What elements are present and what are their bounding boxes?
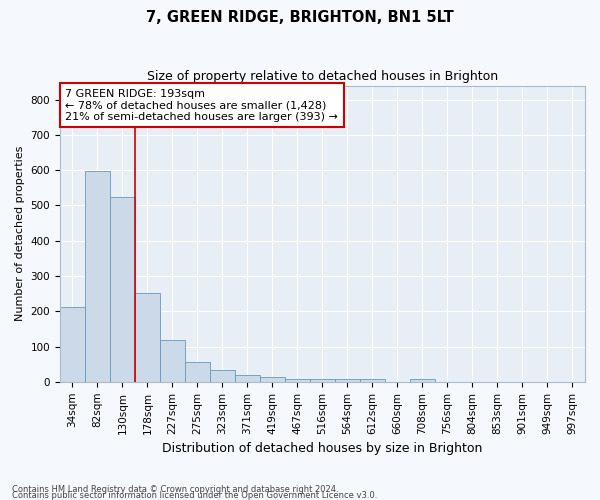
Bar [135,292,160,382]
Title: Size of property relative to detached houses in Brighton: Size of property relative to detached ho… [147,70,498,83]
Bar [85,171,110,382]
Bar [160,340,185,382]
Bar [60,306,85,382]
Bar [360,379,385,382]
Bar [185,362,210,382]
Text: 7, GREEN RIDGE, BRIGHTON, BN1 5LT: 7, GREEN RIDGE, BRIGHTON, BN1 5LT [146,10,454,25]
Text: Contains public sector information licensed under the Open Government Licence v3: Contains public sector information licen… [12,490,377,500]
Text: Contains HM Land Registry data © Crown copyright and database right 2024.: Contains HM Land Registry data © Crown c… [12,484,338,494]
Text: 7 GREEN RIDGE: 193sqm
← 78% of detached houses are smaller (1,428)
21% of semi-d: 7 GREEN RIDGE: 193sqm ← 78% of detached … [65,88,338,122]
Bar [235,375,260,382]
Bar [335,379,360,382]
Bar [210,370,235,382]
Y-axis label: Number of detached properties: Number of detached properties [15,146,25,322]
X-axis label: Distribution of detached houses by size in Brighton: Distribution of detached houses by size … [162,442,482,455]
Bar [110,196,135,382]
Bar [260,377,285,382]
Bar [410,379,435,382]
Bar [285,378,310,382]
Bar [310,379,335,382]
